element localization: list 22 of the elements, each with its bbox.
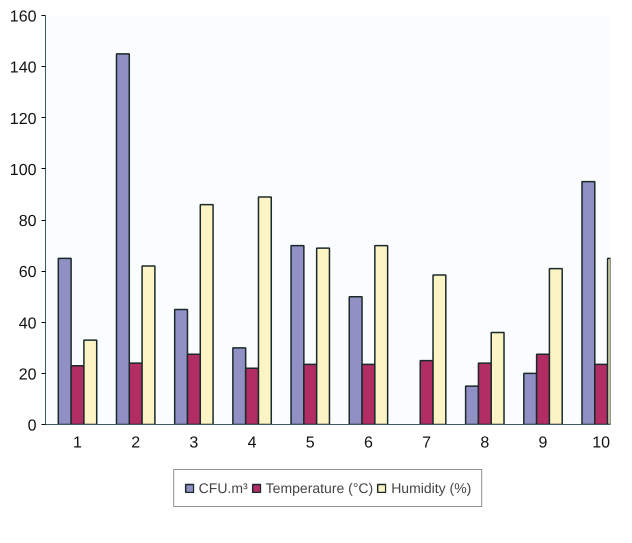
y-tick-label: 140 (10, 60, 37, 77)
legend-label: CFU.m³ (198, 480, 248, 496)
legend-label: Humidity (%) (391, 480, 472, 496)
x-tick-label: 7 (422, 434, 432, 452)
x-tick-label: 10 (592, 434, 610, 452)
x-tick-label: 9 (538, 434, 548, 452)
y-tick-label: 0 (28, 418, 37, 434)
x-tick-label: 2 (131, 434, 140, 452)
x-tick-label: 4 (248, 434, 257, 452)
x-tick-label: 5 (306, 434, 315, 452)
y-tick-label: 80 (18, 213, 37, 230)
y-tick-label: 20 (18, 366, 37, 384)
x-tick-label: 1 (73, 434, 82, 452)
x-tick-label: 3 (189, 434, 198, 452)
x-tick-label: 8 (480, 434, 490, 452)
legend-label: Temperature (°C) (266, 480, 374, 496)
y-tick-label: 100 (10, 162, 37, 179)
y-tick-label: 40 (18, 315, 37, 332)
y-tick-label: 60 (18, 264, 37, 282)
x-tick-label: 6 (364, 434, 373, 452)
y-tick-label: 160 (10, 8, 37, 26)
y-tick-label: 120 (10, 110, 37, 128)
